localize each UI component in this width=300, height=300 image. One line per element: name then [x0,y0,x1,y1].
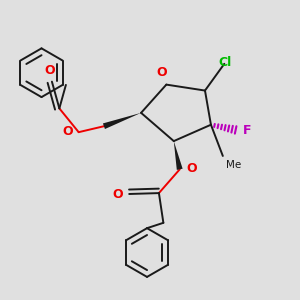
Polygon shape [103,113,141,129]
Text: O: O [44,64,55,77]
Text: O: O [157,66,167,79]
Text: O: O [63,125,73,138]
Polygon shape [174,141,183,170]
Text: O: O [186,162,197,175]
Text: Me: Me [226,160,241,170]
Text: O: O [112,188,123,201]
Text: Cl: Cl [218,56,232,69]
Text: F: F [243,124,252,136]
